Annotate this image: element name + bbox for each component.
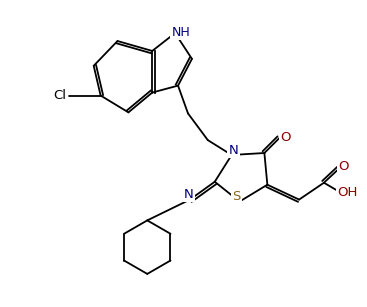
Text: S: S xyxy=(232,190,241,203)
Text: Cl: Cl xyxy=(54,89,66,102)
Text: N: N xyxy=(184,188,194,201)
Text: OH: OH xyxy=(338,186,358,199)
Text: NH: NH xyxy=(172,25,190,39)
Text: N: N xyxy=(229,144,239,157)
Text: O: O xyxy=(280,131,290,144)
Text: O: O xyxy=(338,160,349,173)
